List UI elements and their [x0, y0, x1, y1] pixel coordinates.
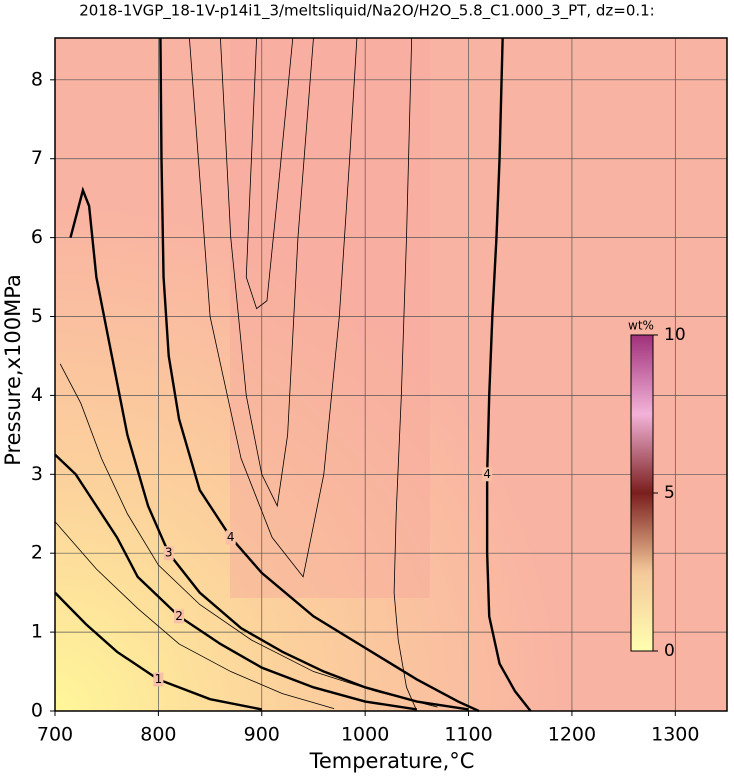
y-tick-label: 6 — [31, 226, 43, 248]
contour-line — [220, 37, 314, 508]
contour-line — [59, 363, 438, 708]
x-tick-label: 800 — [140, 724, 176, 746]
y-tick-label: 5 — [31, 305, 43, 327]
plot-frame — [54, 37, 728, 712]
x-tick-label: 1200 — [548, 724, 596, 746]
contours: 1 2 3 4 4 — [54, 37, 532, 713]
x-tick-label: 900 — [244, 724, 280, 746]
y-axis-label: Pressure,x100MPa — [1, 274, 25, 466]
colorbar — [630, 334, 654, 652]
plot-background — [55, 38, 727, 711]
x-tick-label: 700 — [37, 724, 73, 746]
colorbar-tick-label: 0 — [664, 641, 675, 661]
contour-line — [54, 591, 263, 711]
chart-title: 2018-1VGP_18-1V-p14i1_3/meltsliquid/Na2O… — [79, 2, 655, 21]
contour-label-bg — [163, 546, 174, 561]
colorbar-tick-label: 5 — [664, 483, 675, 503]
contour-label: 4 — [483, 467, 491, 481]
y-tick-label: 3 — [31, 463, 43, 485]
y-tick-label: 0 — [31, 700, 43, 722]
contour-line — [54, 521, 335, 710]
y-tick-label: 8 — [31, 68, 43, 90]
contour-label-bg — [174, 609, 185, 624]
colorbar-label: wt% — [628, 319, 654, 333]
contour-label: 4 — [227, 530, 235, 544]
contour-label-bg — [225, 530, 236, 545]
x-tick-label: 1000 — [341, 724, 389, 746]
contour-line — [393, 37, 418, 712]
contour-line — [245, 37, 294, 310]
contour-label: 1 — [155, 672, 163, 686]
contour-label-bg — [153, 672, 164, 687]
x-axis-label: Temperature,°C — [309, 749, 475, 773]
plot-shade — [230, 38, 430, 598]
contour-label: 3 — [165, 546, 173, 560]
y-tick-label: 4 — [31, 384, 43, 406]
y-tick-label: 7 — [31, 147, 43, 169]
x-tick-label: 1100 — [444, 724, 492, 746]
x-tick-label: 1300 — [651, 724, 699, 746]
colorbar-tick-label: 10 — [664, 325, 686, 345]
contour-label-bg — [482, 467, 493, 482]
y-tick-label: 1 — [31, 621, 43, 643]
y-tick-label: 2 — [31, 542, 43, 564]
contour-label: 2 — [175, 609, 183, 623]
contour-line — [189, 37, 358, 578]
